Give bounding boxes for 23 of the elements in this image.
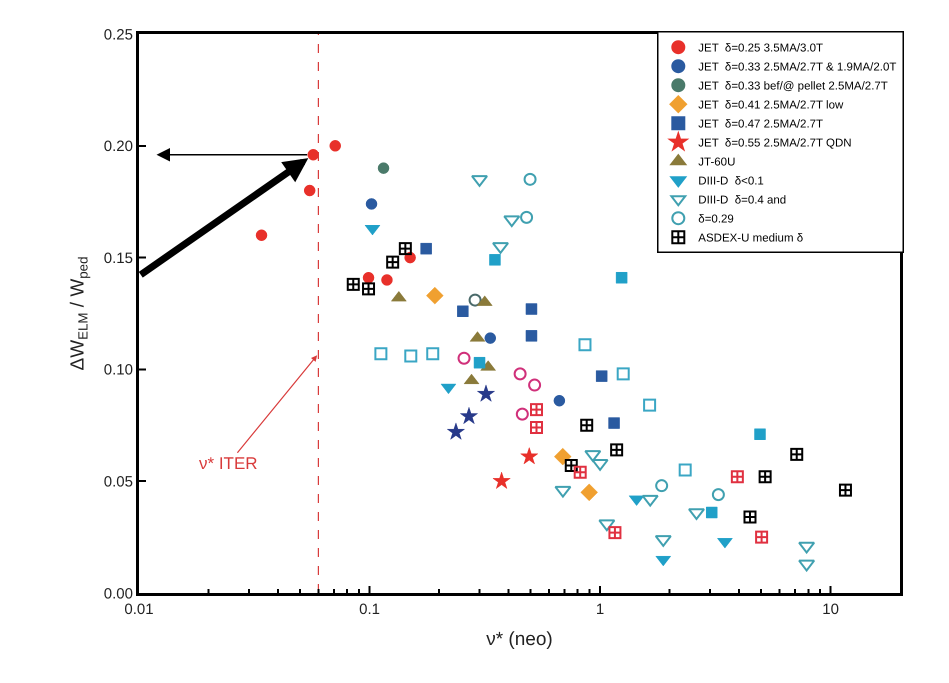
x-tick-label: 10 xyxy=(822,601,839,618)
legend-label: JET δ=0.47 2.5MA/2.7T xyxy=(698,118,824,131)
x-tick-label: 0.1 xyxy=(359,601,380,618)
x-axis-title: ν* (neo) xyxy=(486,628,553,650)
legend-label: δ=0.29 xyxy=(698,214,734,226)
y-tick-label: 0.10 xyxy=(104,362,133,379)
legend-label: JET δ=0.41 2.5MA/2.7T low xyxy=(698,100,844,112)
y-tick-label: 0.20 xyxy=(104,138,133,156)
y-tick-label: 0.00 xyxy=(104,585,133,602)
y-tick-label: 0.05 xyxy=(104,473,133,490)
legend-label: JET δ=0.33 2.5MA/2.7T & 1.9MA/2.0T xyxy=(698,62,896,74)
legend-label: JET δ=0.25 3.5MA/3.0T xyxy=(698,42,824,55)
y-tick-label: 0.25 xyxy=(104,26,133,44)
annotation: ν* ITER xyxy=(199,454,258,473)
legend-label: JET δ=0.55 2.5MA/2.7T QDN xyxy=(698,138,852,150)
legend-label: DIII-D δ<0.1 xyxy=(698,176,764,188)
y-tick-label: 0.15 xyxy=(104,250,133,267)
legend-label: JT-60U xyxy=(698,156,736,169)
legend-label: ASDEX-U medium δ xyxy=(698,232,804,245)
x-tick-label: 1 xyxy=(596,601,604,618)
x-tick-label: 0.01 xyxy=(124,601,154,618)
legend-label: JET δ=0.33 bef/@ pellet 2.5MA/2.7T xyxy=(698,80,888,93)
legend-label: DIII-D δ=0.4 and xyxy=(698,194,786,207)
